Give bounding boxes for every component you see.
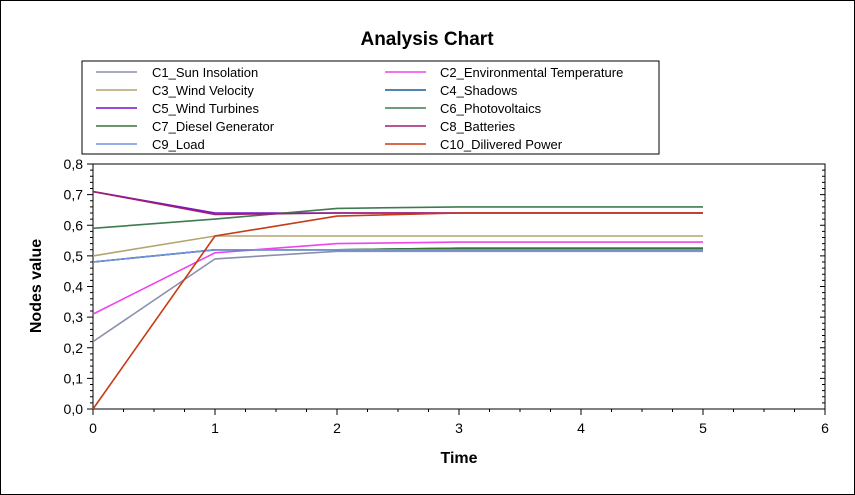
legend: C1_Sun Insolation C2_Environmental Temper… xyxy=(96,65,623,152)
legend-label: C8_Batteries xyxy=(440,119,516,134)
y-tick-label: 0,4 xyxy=(64,279,84,295)
y-axis-title: Nodes value xyxy=(28,239,45,333)
y-tick-label: 0,2 xyxy=(64,340,84,356)
x-tick-label: 1 xyxy=(211,420,219,436)
legend-label: C6_Photovoltaics xyxy=(440,101,542,116)
legend-label: C5_Wind Turbines xyxy=(152,101,259,116)
x-tick-label: 6 xyxy=(821,420,829,436)
series-line-2 xyxy=(92,241,703,315)
y-tick-label: 0,5 xyxy=(64,248,84,264)
legend-label: C2_Environmental Temperature xyxy=(440,65,623,80)
legend-label: C7_Diesel Generator xyxy=(152,119,275,134)
x-tick-label: 3 xyxy=(455,420,463,436)
y-tick-label: 0,0 xyxy=(64,401,84,417)
series-line-10 xyxy=(92,212,703,410)
series-line-6 xyxy=(92,206,703,230)
legend-label: C1_Sun Insolation xyxy=(152,65,258,80)
y-tick-label: 0,6 xyxy=(64,217,84,233)
legend-label: C3_Wind Velocity xyxy=(152,83,254,98)
series-line-9 xyxy=(92,249,703,263)
legend-label: C4_Shadows xyxy=(440,83,518,98)
series-line-3 xyxy=(92,235,703,257)
y-tick-label: 0,7 xyxy=(64,187,84,203)
x-tick-label: 0 xyxy=(89,420,97,436)
x-axis-title: Time xyxy=(440,450,477,467)
chart-title: Analysis Chart xyxy=(360,29,494,50)
legend-label: C9_Load xyxy=(152,137,205,152)
legend-label: C10_Dilivered Power xyxy=(440,137,563,152)
series-lines xyxy=(92,190,703,410)
x-tick-label: 5 xyxy=(699,420,707,436)
y-tick-label: 0,3 xyxy=(64,309,84,325)
y-tick-label: 0,1 xyxy=(64,370,84,386)
series-line-1 xyxy=(92,250,703,343)
y-tick-label: 0,8 xyxy=(64,156,84,172)
legend-box xyxy=(81,60,660,155)
axis-ticks: 0 1 2 3 4 5 6 0,0 0,1 0,2 0,3 0,4 0,5 0,6 0,7 0,8 xyxy=(64,156,830,436)
x-tick-label: 2 xyxy=(333,420,341,436)
x-tick-label: 4 xyxy=(577,420,585,436)
plot-area xyxy=(92,163,826,410)
